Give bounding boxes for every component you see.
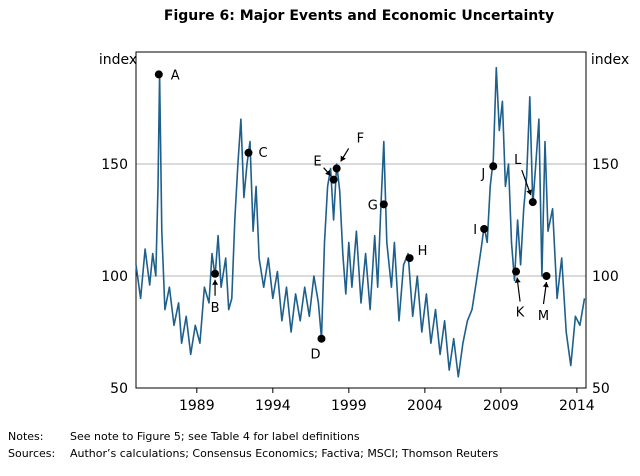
event-label-L: L [514, 153, 522, 168]
sources-text: Author’s calculations; Consensus Economi… [70, 447, 499, 460]
event-label-D: D [310, 348, 320, 363]
event-marker-L [528, 198, 537, 207]
notes-line: Notes: See note to Figure 5; see Table 4 … [8, 430, 360, 443]
event-marker-F [332, 164, 341, 173]
event-label-H: H [418, 244, 428, 259]
y-tick-right-150: 150 [592, 157, 619, 173]
event-marker-M [542, 272, 551, 280]
y-tick-left-100: 100 [101, 269, 128, 285]
x-tick-label-1989: 1989 [179, 398, 215, 414]
y-tick-left-50: 50 [110, 381, 128, 397]
event-arrowhead-F [340, 155, 346, 162]
event-arrowhead-K [514, 277, 521, 283]
x-axis-ticks: 1989 1994 1999 2004 2009 2014 [179, 388, 595, 414]
event-marker-I [480, 224, 489, 233]
event-marker-K [512, 267, 521, 276]
event-arrowhead-L [526, 189, 532, 196]
event-marker-H [405, 254, 414, 263]
y-tick-right-100: 100 [592, 269, 619, 285]
event-marker-C [244, 148, 253, 157]
x-tick-label-2009: 2009 [483, 398, 519, 414]
x-tick-label-1999: 1999 [331, 398, 367, 414]
event-marker-A [154, 70, 163, 79]
event-marker-E [329, 175, 338, 184]
plot-frame [135, 51, 587, 389]
y-axis-unit-right: index [591, 52, 629, 68]
event-label-I: I [473, 223, 477, 238]
notes-text: See note to Figure 5; see Table 4 for la… [70, 430, 360, 443]
y-tick-right-50: 50 [592, 381, 610, 397]
event-label-A: A [171, 68, 180, 83]
event-label-E: E [313, 155, 321, 170]
event-label-B: B [211, 301, 220, 316]
x-tick-label-2014: 2014 [559, 398, 595, 414]
x-tick-label-2004: 2004 [407, 398, 443, 414]
sources-line: Sources: Author’s calculations; Consensus… [8, 447, 498, 460]
event-arrowhead-E [325, 169, 331, 176]
notes-key: Notes: [8, 430, 44, 443]
event-label-K: K [516, 306, 525, 321]
event-label-G: G [368, 198, 378, 213]
gridlines [136, 163, 586, 277]
x-tick-label-1994: 1994 [255, 398, 291, 414]
event-marker-J [489, 162, 498, 171]
uncertainty-chart: Figure 6: Major Events and Economic Unce… [99, 8, 629, 414]
series-line-uncertainty [135, 66, 586, 378]
y-tick-left-150: 150 [101, 157, 128, 173]
event-arrowhead-B [212, 279, 219, 285]
event-marker-G [379, 200, 388, 209]
event-arrowhead-M [542, 282, 549, 288]
sources-key: Sources: [8, 447, 56, 460]
event-label-F: F [357, 131, 364, 146]
chart-title: Figure 6: Major Events and Economic Unce… [164, 8, 554, 24]
event-marker-D [317, 334, 326, 343]
event-label-J: J [480, 167, 485, 182]
event-label-M: M [538, 309, 549, 324]
y-axis-ticks: 50 50 100 100 150 150 [101, 157, 618, 397]
event-label-C: C [259, 146, 268, 161]
event-marker-B [211, 269, 220, 278]
y-axis-unit-left: index [99, 52, 137, 68]
event-markers: A B C D E F G H I J K L M [154, 68, 551, 363]
